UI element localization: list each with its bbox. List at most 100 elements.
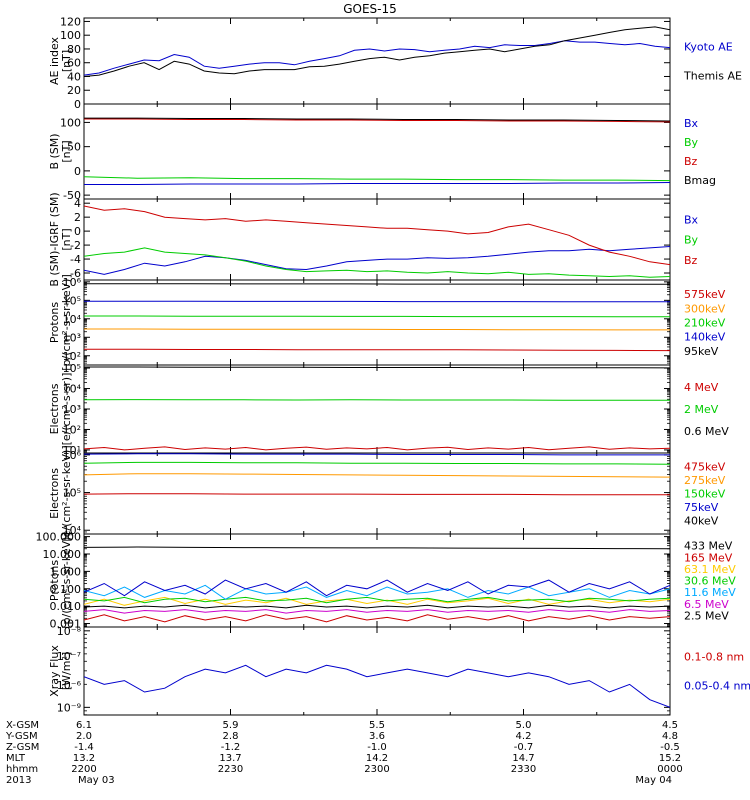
y-tick-label: 10² [63, 423, 81, 436]
y-axis-label-line: Protons [48, 302, 61, 343]
series-line-95kev [84, 283, 670, 285]
series-line-6-5-mev [84, 609, 670, 614]
legend-entry-bx: Bx [684, 213, 699, 226]
legend-entry-575kev: 575keV [684, 288, 726, 301]
panel-frame [83, 626, 671, 716]
series-line-300kev [84, 328, 670, 331]
y-tick-label: 4 [74, 197, 81, 210]
y-tick-label: 50 [67, 141, 81, 154]
y-tick-label: 80 [67, 43, 81, 56]
series-line-by [84, 176, 670, 182]
legend-entry-275kev: 275keV [684, 474, 726, 487]
y-axis-label-line: Electrons [48, 383, 61, 434]
time-axis-value: 2230 [218, 764, 243, 775]
chart-title: GOES-15 [343, 2, 397, 16]
y-axis-label-line: Protons [48, 560, 61, 601]
series-line-275kev [84, 473, 670, 478]
legend-entry-6-5-mev: 6.5 MeV [684, 598, 729, 611]
time-axis-value: 14.7 [512, 753, 534, 764]
legend-entry-bx: Bx [684, 117, 699, 130]
y-tick-label: 10⁻⁷ [57, 650, 81, 663]
series-line-bx [84, 246, 670, 275]
y-axis-label-line: B (SM)-IGRF (SM) [48, 192, 61, 286]
series-line-kyoto-ae [84, 40, 670, 76]
time-axis-value: -0.7 [514, 742, 534, 753]
time-axis-value: 2330 [511, 764, 536, 775]
legend-entry-themis-ae: Themis AE [683, 69, 742, 82]
y-axis-label-line: [nT] [60, 140, 73, 162]
legend-entry-0-1-0-8-nm: 0.1-0.8 nm [684, 650, 744, 663]
legend-entry-433-mev: 433 MeV [684, 540, 733, 553]
time-axis-value: 2.0 [76, 731, 92, 742]
y-tick-label: 100 [60, 116, 81, 129]
y-tick-label: 10³ [63, 331, 81, 344]
y-tick-label: 10³ [63, 403, 81, 416]
series-line-bz [84, 205, 670, 266]
series-line-bz [84, 118, 670, 123]
legend-entry-bmag: Bmag [684, 174, 716, 187]
y-tick-label: 100.000 [36, 531, 82, 544]
legend-entry-63-1-mev: 63.1 MeV [684, 563, 736, 576]
time-axis-value: -1.0 [367, 742, 387, 753]
y-tick-label: 10⁴ [63, 313, 82, 326]
legend-entry-150kev: 150keV [684, 488, 726, 501]
time-axis-value: May 04 [635, 775, 672, 786]
panel-7: 0.0010.0100.1001.00010.000100.000Protons… [36, 531, 737, 631]
series-line-575kev [84, 348, 670, 352]
y-tick-label: 0.100 [50, 583, 82, 596]
series-line-bmag [84, 117, 670, 122]
series-line-4-mev [84, 446, 670, 451]
y-axis-label-line: [W/m²] [60, 652, 73, 690]
series-line-30-6-mev [84, 596, 670, 604]
y-tick-label: 2 [74, 211, 81, 224]
legend-entry-210kev: 210keV [684, 317, 726, 330]
y-axis-label: Electrons[e/(cm²-s-sr)] [48, 373, 73, 446]
series-line-165-mev [84, 614, 670, 623]
y-axis-label: Xray Flux[W/m²] [48, 645, 73, 697]
legend-entry-kyoto-ae: Kyoto AE [684, 41, 733, 54]
y-tick-label: 10⁵ [63, 487, 81, 500]
legend-entry-30-6-mev: 30.6 MeV [684, 575, 736, 588]
series-line-433-mev [84, 546, 670, 550]
series-line-0-1-0-8-nm [84, 478, 670, 480]
series-line-0-05-0-4-nm [84, 664, 670, 708]
y-tick-label: 0 [74, 98, 81, 111]
series-line-0-6-mev [84, 366, 670, 369]
y-axis-label: Protons[p/(cm²-s-sr-keV)] [48, 532, 73, 629]
legend-entry-475kev: 475keV [684, 461, 726, 474]
time-axis-value: 15.2 [659, 753, 681, 764]
time-axis-value: 6.1 [76, 720, 92, 731]
y-tick-label: 120 [60, 15, 81, 28]
y-axis-label-line: Xray Flux [48, 645, 61, 697]
legend-entry-2-5-mev: 2.5 MeV [684, 609, 729, 622]
legend-entry-4-mev: 4 MeV [684, 381, 719, 394]
series-line-63-1-mev [84, 596, 670, 606]
y-axis-label-line: B (SM) [48, 133, 61, 169]
y-tick-label: 10⁻⁹ [57, 701, 81, 714]
series-line-themis-ae [84, 26, 670, 77]
panel-4: 10² 10³ 10⁴ 10⁵ 10⁶Protons[p/(cm²-s-sr-keV)]… [48, 274, 726, 371]
y-axis-label: AE index[nT] [48, 36, 73, 85]
time-axis-value: -1.2 [221, 742, 241, 753]
y-tick-label: 10¹ [63, 444, 81, 457]
series-line-75kev [84, 453, 670, 456]
y-tick-label: 20 [67, 84, 81, 97]
series-line-unlabeled [84, 579, 670, 597]
y-tick-label: 0.010 [50, 600, 82, 613]
y-tick-label: 0 [74, 225, 81, 238]
y-tick-label: -6 [70, 267, 81, 280]
y-tick-label: 10⁻⁶ [57, 679, 82, 692]
legend-entry-40kev: 40keV [684, 515, 719, 528]
time-axis-value: 4.8 [662, 731, 678, 742]
y-tick-label: -2 [70, 239, 81, 252]
y-tick-label: 100 [60, 29, 81, 42]
time-axis-row-label: Z-GSM [6, 742, 39, 753]
panel-frame [83, 17, 671, 105]
y-axis-label: B (SM)[nT] [48, 133, 73, 169]
time-axis-row-label: X-GSM [6, 720, 39, 731]
y-axis-label-line: [e/(cm²-s-sr-keV)] [60, 445, 73, 541]
series-line-150kev [84, 461, 670, 465]
time-axis-value: 3.6 [369, 731, 385, 742]
